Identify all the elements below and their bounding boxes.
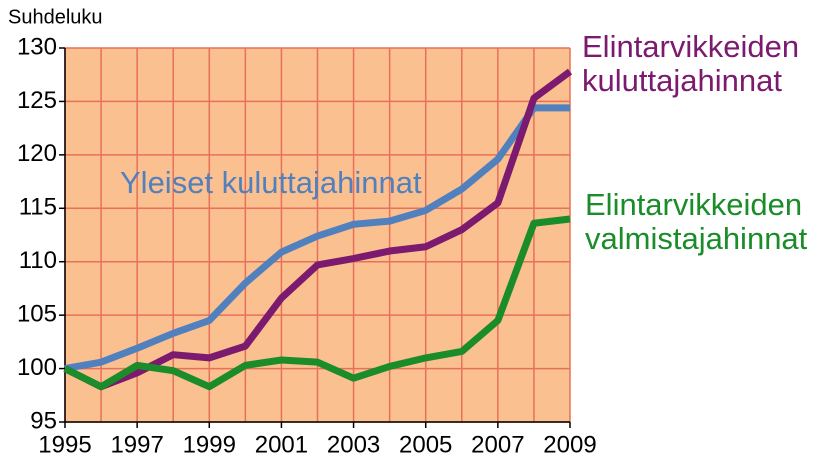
y-axis-label: Suhdeluku [8,6,103,28]
y-tick-label: 125 [17,87,57,114]
y-tick-label: 105 [17,300,57,327]
x-tick-label: 2005 [399,431,452,458]
series-line [63,215,571,391]
y-tick-label: 100 [17,354,57,381]
x-tick-label: 2001 [255,431,308,458]
x-tick-label: 2009 [543,431,596,458]
series-line [64,104,570,373]
x-tick-label: 1997 [110,431,163,458]
series-label: Elintarvikkeiden kuluttajahinnat [582,29,800,98]
y-tick-label: 110 [19,247,57,274]
y-tick-label: 120 [17,140,57,167]
y-tick-label: 130 [17,33,57,60]
y-tick-label: 115 [19,194,57,221]
x-tick-label: 2003 [327,431,380,458]
y-tick-label: 95 [30,407,57,434]
x-tick-label: 1999 [183,431,236,458]
x-tick-label: 1995 [38,431,91,458]
series-label: Yleiset kuluttajahinnat [120,165,422,200]
x-tick-label: 2007 [471,431,524,458]
series-label: Elintarvikkeiden valmistajahinnat [585,187,808,256]
